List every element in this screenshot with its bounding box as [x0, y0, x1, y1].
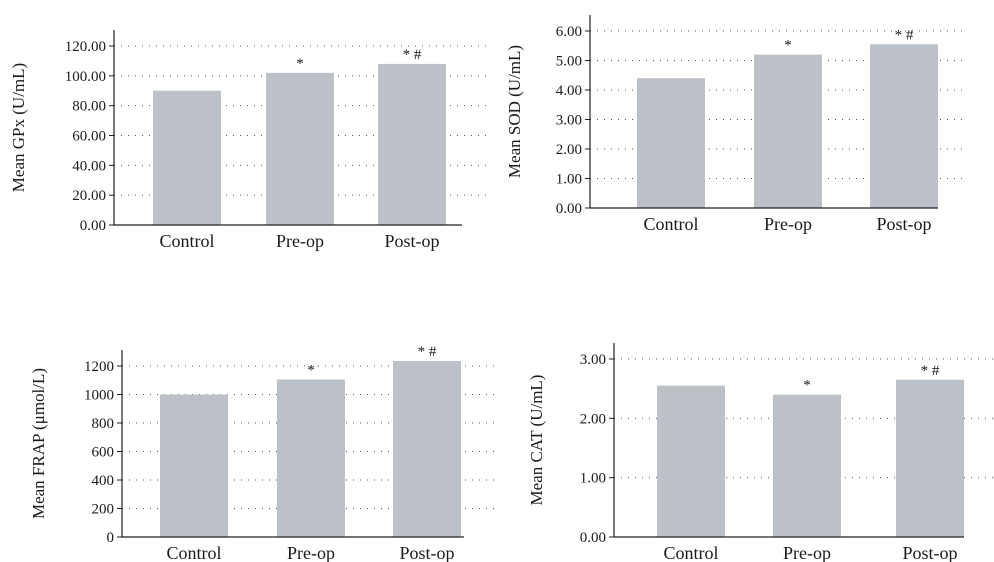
y-tick-label: 20.00 [72, 188, 106, 204]
bar-pre-op [277, 379, 345, 537]
bar-control [637, 78, 705, 208]
y-tick-label: 1200 [84, 359, 114, 375]
significance-marker: * # [895, 27, 914, 43]
chart-panel-4: 0.00 1.00 2.00 3.00 Control * Pre-op * # Post-op… [527, 343, 994, 562]
chart-panel-2: 0.00 1.00 2.00 3.00 4.00 5.00 6.00 Control * Pre-… [505, 15, 968, 234]
y-tick-label: 2.00 [580, 411, 606, 427]
x-category-label: Post-op [399, 543, 454, 562]
y-tick-label: 0.00 [580, 530, 606, 546]
chart-panel-1: 0.00 20.00 40.00 60.00 80.00 100.00 120.00 Cont… [9, 30, 492, 251]
y-tick-label: 100.00 [65, 69, 106, 85]
bar-pre-op [754, 54, 822, 208]
x-category-label: Post-op [876, 214, 931, 234]
x-category-label: Pre-op [276, 231, 324, 251]
y-tick-label: 0 [107, 530, 115, 546]
y-tick-label: 2.00 [556, 142, 582, 158]
x-category-label: Pre-op [764, 214, 812, 234]
significance-marker: * # [418, 344, 437, 360]
y-tick-label: 60.00 [72, 129, 106, 145]
significance-marker: * # [921, 363, 940, 379]
significance-marker: * [803, 378, 811, 394]
x-category-label: Post-op [384, 231, 439, 251]
y-tick-label: 1000 [84, 388, 114, 404]
bar-post-op [378, 63, 446, 226]
y-tick-label: 200 [92, 502, 115, 518]
y-tick-label: 5.00 [556, 54, 582, 70]
y-tick-label: 1.00 [556, 172, 582, 188]
bar-post-op [896, 379, 964, 537]
significance-marker: * [307, 363, 315, 379]
y-tick-label: 120.00 [65, 39, 106, 55]
x-category-label: Control [166, 543, 221, 562]
x-category-label: Control [663, 543, 718, 562]
significance-marker: * [296, 56, 304, 72]
y-tick-label: 0.00 [556, 201, 582, 217]
y-tick-label: 40.00 [72, 158, 106, 174]
y-axis-title: Mean SOD (U/mL) [505, 45, 524, 178]
x-category-label: Pre-op [287, 543, 335, 562]
y-tick-label: 6.00 [556, 24, 582, 40]
significance-marker: * # [403, 47, 422, 63]
x-category-label: Control [159, 231, 214, 251]
y-tick-label: 1.00 [580, 471, 606, 487]
y-tick-label: 4.00 [556, 83, 582, 99]
bar-pre-op [266, 72, 334, 225]
y-tick-label: 600 [92, 445, 115, 461]
y-axis-title: Mean CAT (U/mL) [527, 375, 546, 506]
bar-control [657, 385, 725, 537]
y-tick-label: 3.00 [556, 113, 582, 129]
chart-panel-3: 0 200 400 600 800 1000 1200 Control * Pre-op * # Po… [29, 344, 494, 562]
x-category-label: Post-op [902, 543, 957, 562]
significance-marker: * [784, 38, 792, 54]
y-tick-label: 400 [92, 473, 115, 489]
bar-pre-op [773, 394, 841, 537]
y-axis-title: Mean FRAP (μmol/L) [29, 368, 48, 519]
x-category-label: Pre-op [783, 543, 831, 562]
x-category-label: Control [643, 214, 698, 234]
bar-control [160, 394, 228, 537]
y-axis-title: Mean GPx (U/mL) [9, 63, 28, 192]
bar-control [153, 90, 221, 225]
y-tick-label: 0.00 [80, 218, 106, 234]
y-tick-label: 3.00 [580, 352, 606, 368]
bar-post-op [393, 361, 461, 537]
bar-post-op [870, 44, 938, 209]
y-tick-label: 80.00 [72, 99, 106, 115]
y-tick-label: 800 [92, 416, 115, 432]
